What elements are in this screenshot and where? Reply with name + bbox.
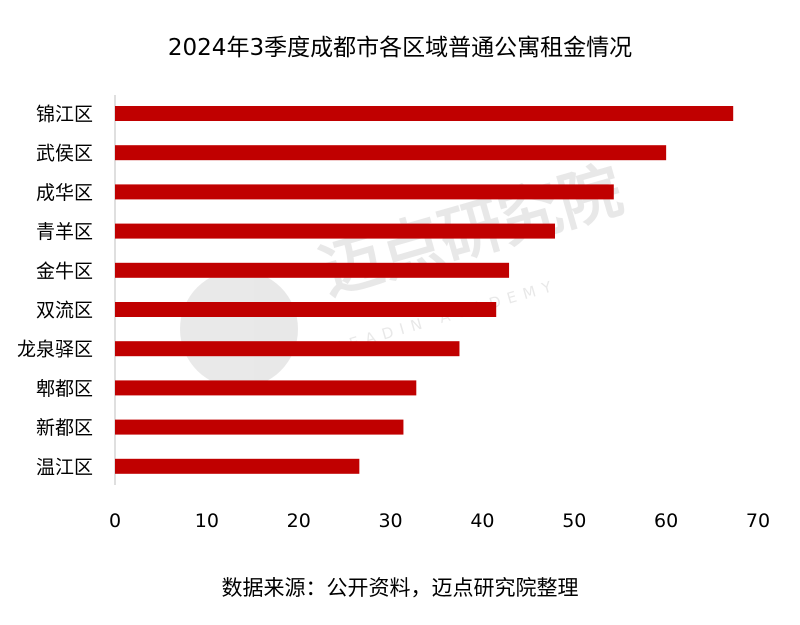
category-label: 温江区: [36, 456, 93, 478]
bar: [115, 184, 614, 200]
x-tick-label: 0: [109, 510, 121, 532]
category-label: 成华区: [36, 182, 93, 204]
x-tick-label: 10: [195, 510, 219, 532]
bar: [115, 223, 555, 239]
bars-layer: [115, 106, 734, 474]
category-label: 青羊区: [36, 221, 93, 243]
category-label: 龙泉驿区: [17, 339, 93, 361]
bar: [115, 341, 460, 357]
x-tick-label: 50: [562, 510, 586, 532]
bar: [115, 419, 404, 435]
x-tick-labels: 0 10 20 30 40 50 60 70: [109, 510, 770, 532]
bar: [115, 106, 734, 121]
x-tick-label: 20: [287, 510, 311, 532]
bar: [115, 302, 497, 317]
chart-title: 2024年3季度成都市各区域普通公寓租金情况: [167, 35, 633, 61]
x-tick-label: 70: [746, 510, 770, 532]
bar: [115, 458, 360, 474]
category-label: 武侯区: [36, 143, 93, 165]
source-note: 数据来源：公开资料，迈点研究院整理: [221, 576, 579, 600]
x-tick-label: 60: [654, 510, 678, 532]
category-label: 郫都区: [36, 378, 93, 400]
category-label: 新都区: [36, 417, 93, 439]
category-label: 双流区: [36, 300, 93, 322]
bar: [115, 262, 510, 278]
bar: [115, 380, 417, 396]
bar: [115, 145, 667, 161]
category-label: 金牛区: [36, 260, 93, 282]
x-tick-label: 30: [378, 510, 402, 532]
x-tick-label: 40: [470, 510, 494, 532]
category-label: 锦江区: [36, 104, 93, 126]
